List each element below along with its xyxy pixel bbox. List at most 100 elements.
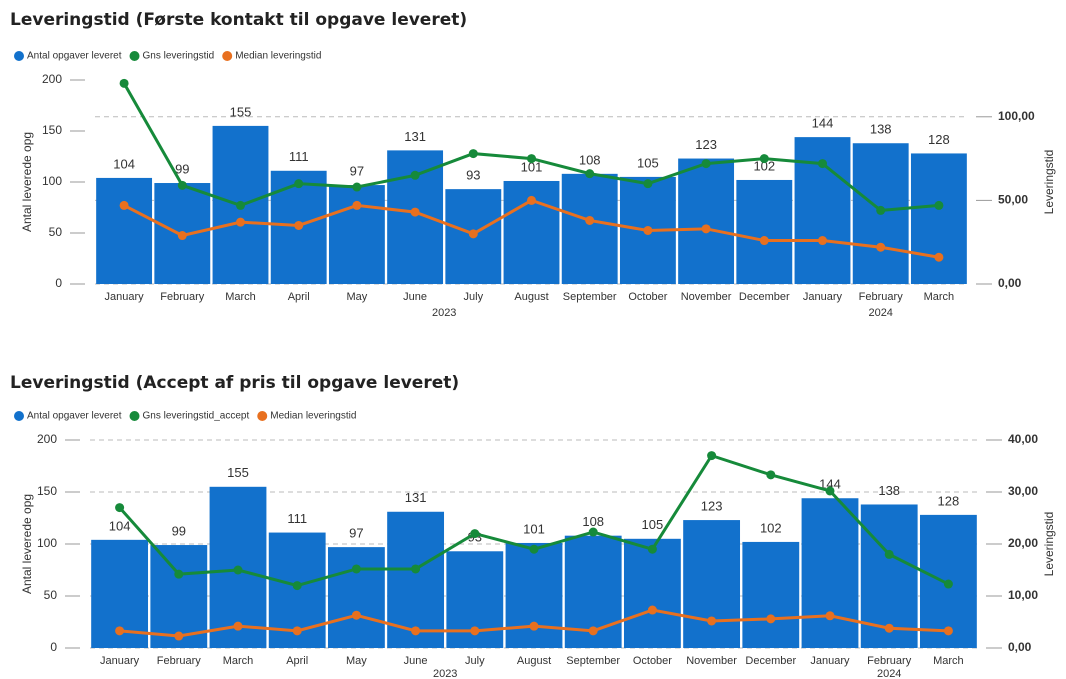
point — [177, 231, 187, 241]
data-label: 97 — [350, 163, 364, 178]
data-label: 144 — [812, 116, 834, 131]
point — [585, 215, 595, 225]
legend-marker — [14, 51, 24, 61]
y2-tick-label: 10,00 — [1008, 588, 1038, 602]
legend-marker — [129, 51, 140, 61]
data-label: 108 — [579, 152, 601, 167]
x-tick-label: March — [225, 291, 256, 303]
x-tick-label: April — [288, 291, 310, 303]
y2-tick-label: 30,00 — [1008, 484, 1038, 498]
data-label: 104 — [113, 156, 135, 171]
x-tick-label: January — [810, 655, 850, 667]
point — [292, 626, 302, 636]
point — [410, 170, 420, 180]
legend-label: Antal opgaver leveret — [27, 51, 122, 62]
x-tick-label: March — [933, 655, 964, 667]
point — [294, 179, 304, 189]
point — [884, 549, 894, 559]
legend-marker — [257, 411, 268, 421]
point — [588, 527, 598, 537]
data-label: 138 — [870, 122, 892, 137]
data-label: 93 — [466, 168, 480, 183]
legend-marker — [129, 411, 140, 421]
data-label: 102 — [753, 158, 775, 173]
y2-tick-label: 0,00 — [998, 276, 1022, 290]
point — [825, 486, 835, 496]
x-tick-label: March — [223, 655, 254, 667]
y-tick-label: 150 — [37, 484, 57, 498]
bar — [328, 185, 385, 284]
legend-label: Gns leveringstid_accept — [143, 411, 250, 422]
y-tick-label: 200 — [37, 432, 57, 446]
legend-label: Median leveringstid — [270, 411, 356, 422]
data-label: 144 — [819, 477, 841, 492]
x-tick-label: February — [867, 655, 912, 667]
point — [410, 207, 420, 217]
point — [119, 200, 129, 210]
x-tick-label: December — [745, 655, 796, 667]
point — [943, 579, 953, 589]
point — [527, 195, 536, 205]
data-label: 105 — [637, 155, 659, 170]
data-label: 111 — [289, 149, 309, 164]
y-tick-label: 50 — [44, 588, 58, 602]
legend-marker — [222, 51, 233, 61]
y-axis-label: Antal leverede opg — [20, 132, 34, 232]
point — [351, 610, 361, 620]
data-label: 138 — [878, 483, 900, 498]
point — [766, 614, 776, 624]
x-tick-label: November — [686, 655, 737, 667]
point — [647, 605, 657, 615]
point — [352, 200, 362, 210]
point — [707, 451, 717, 461]
data-label: 101 — [521, 159, 543, 174]
point — [943, 626, 953, 636]
x-tick-label: September — [566, 655, 620, 667]
point — [585, 169, 595, 179]
point — [934, 200, 944, 210]
point — [233, 565, 243, 575]
bar — [387, 150, 444, 284]
point — [233, 621, 243, 631]
bar — [505, 542, 563, 648]
x-tick-label: June — [404, 655, 428, 667]
point — [236, 200, 245, 210]
point — [529, 544, 539, 554]
y-tick-label: 100 — [37, 536, 57, 550]
data-label: 105 — [642, 517, 664, 532]
x-tick-label: May — [347, 291, 368, 303]
x-group-label: 2024 — [868, 307, 892, 319]
x-tick-label: August — [514, 291, 548, 303]
data-label: 97 — [349, 526, 363, 541]
data-label: 128 — [938, 493, 960, 508]
point — [876, 242, 886, 252]
y-axis-label: Antal leverede opg — [20, 494, 34, 594]
legend-label: Gns leveringstid — [143, 51, 215, 62]
point — [115, 626, 125, 636]
y-tick-label: 50 — [49, 225, 63, 239]
data-label: 155 — [227, 465, 249, 480]
point — [701, 159, 711, 169]
data-label: 155 — [230, 104, 252, 119]
data-label: 123 — [695, 137, 717, 152]
bar — [736, 179, 793, 284]
point — [411, 626, 421, 636]
data-label: 128 — [928, 132, 950, 147]
data-label: 123 — [701, 499, 723, 514]
x-tick-label: December — [739, 291, 790, 303]
x-tick-label: March — [924, 291, 955, 303]
point — [759, 236, 769, 246]
x-tick-label: October — [628, 291, 667, 303]
y2-tick-label: 20,00 — [1008, 536, 1038, 550]
point — [468, 149, 478, 159]
point — [759, 154, 769, 164]
y-tick-label: 0 — [55, 276, 62, 290]
x-tick-label: February — [157, 655, 202, 667]
x-tick-label: February — [859, 291, 904, 303]
point — [766, 470, 776, 480]
point — [292, 581, 302, 591]
chart-title: Leveringstid (Accept af pris til opgave … — [10, 373, 459, 393]
x-tick-label: July — [465, 655, 485, 667]
point — [468, 229, 478, 239]
